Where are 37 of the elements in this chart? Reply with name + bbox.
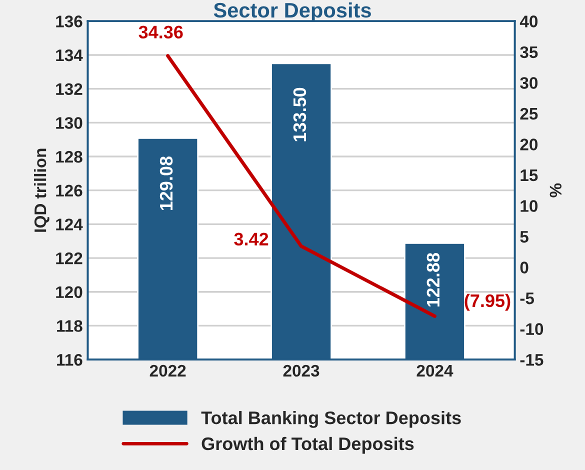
y-tick-label: 136: [56, 16, 82, 28]
y2-tick-label: 5: [520, 231, 528, 243]
legend-label: Growth of Total Deposits: [202, 436, 414, 454]
y2-tick-label: -10: [520, 323, 544, 335]
y2-tick-label: 40: [520, 16, 538, 28]
x-tick-label: 2023: [283, 364, 320, 377]
data-label: 34.36: [138, 26, 183, 38]
y-tick-label: 118: [57, 320, 82, 332]
y-tick-label: 116: [57, 354, 82, 366]
y2-tick-label: 20: [520, 138, 538, 150]
data-label: (7.95): [464, 294, 510, 311]
chart-title: Sector Deposits: [214, 2, 371, 22]
x-tick-label: 2024: [416, 364, 454, 377]
y-tick-label: 130: [56, 117, 82, 129]
y-axis-title: IQD trillion: [34, 148, 50, 232]
y-tick-label: 134: [56, 49, 83, 62]
y-tick-label: 124: [56, 218, 83, 230]
data-label: 129.08: [160, 156, 173, 210]
data-label: 133.50: [293, 88, 306, 142]
y2-tick-label: 30: [520, 77, 538, 89]
y2-axis-title: %: [550, 183, 562, 198]
y2-tick-label: 15: [520, 170, 538, 182]
y2-tick-label: -15: [520, 354, 544, 366]
y2-tick-label: 35: [520, 46, 538, 58]
y2-tick-label: 10: [520, 200, 538, 212]
data-label: 3.42: [234, 232, 268, 246]
y-tick-label: 128: [56, 150, 82, 163]
x-tick-label: 2022: [150, 364, 186, 377]
y-tick-label: 122: [56, 252, 82, 264]
y-tick-label: 126: [56, 184, 82, 197]
y2-tick-label: -5: [520, 292, 534, 304]
y-tick-label: 120: [56, 286, 82, 298]
y2-tick-label: 0: [520, 262, 528, 274]
y-tick-label: 132: [56, 83, 82, 96]
legend-label: Total Banking Sector Deposits: [201, 410, 461, 428]
y2-tick-label: 25: [520, 108, 538, 120]
data-label: 122.88: [426, 253, 440, 307]
